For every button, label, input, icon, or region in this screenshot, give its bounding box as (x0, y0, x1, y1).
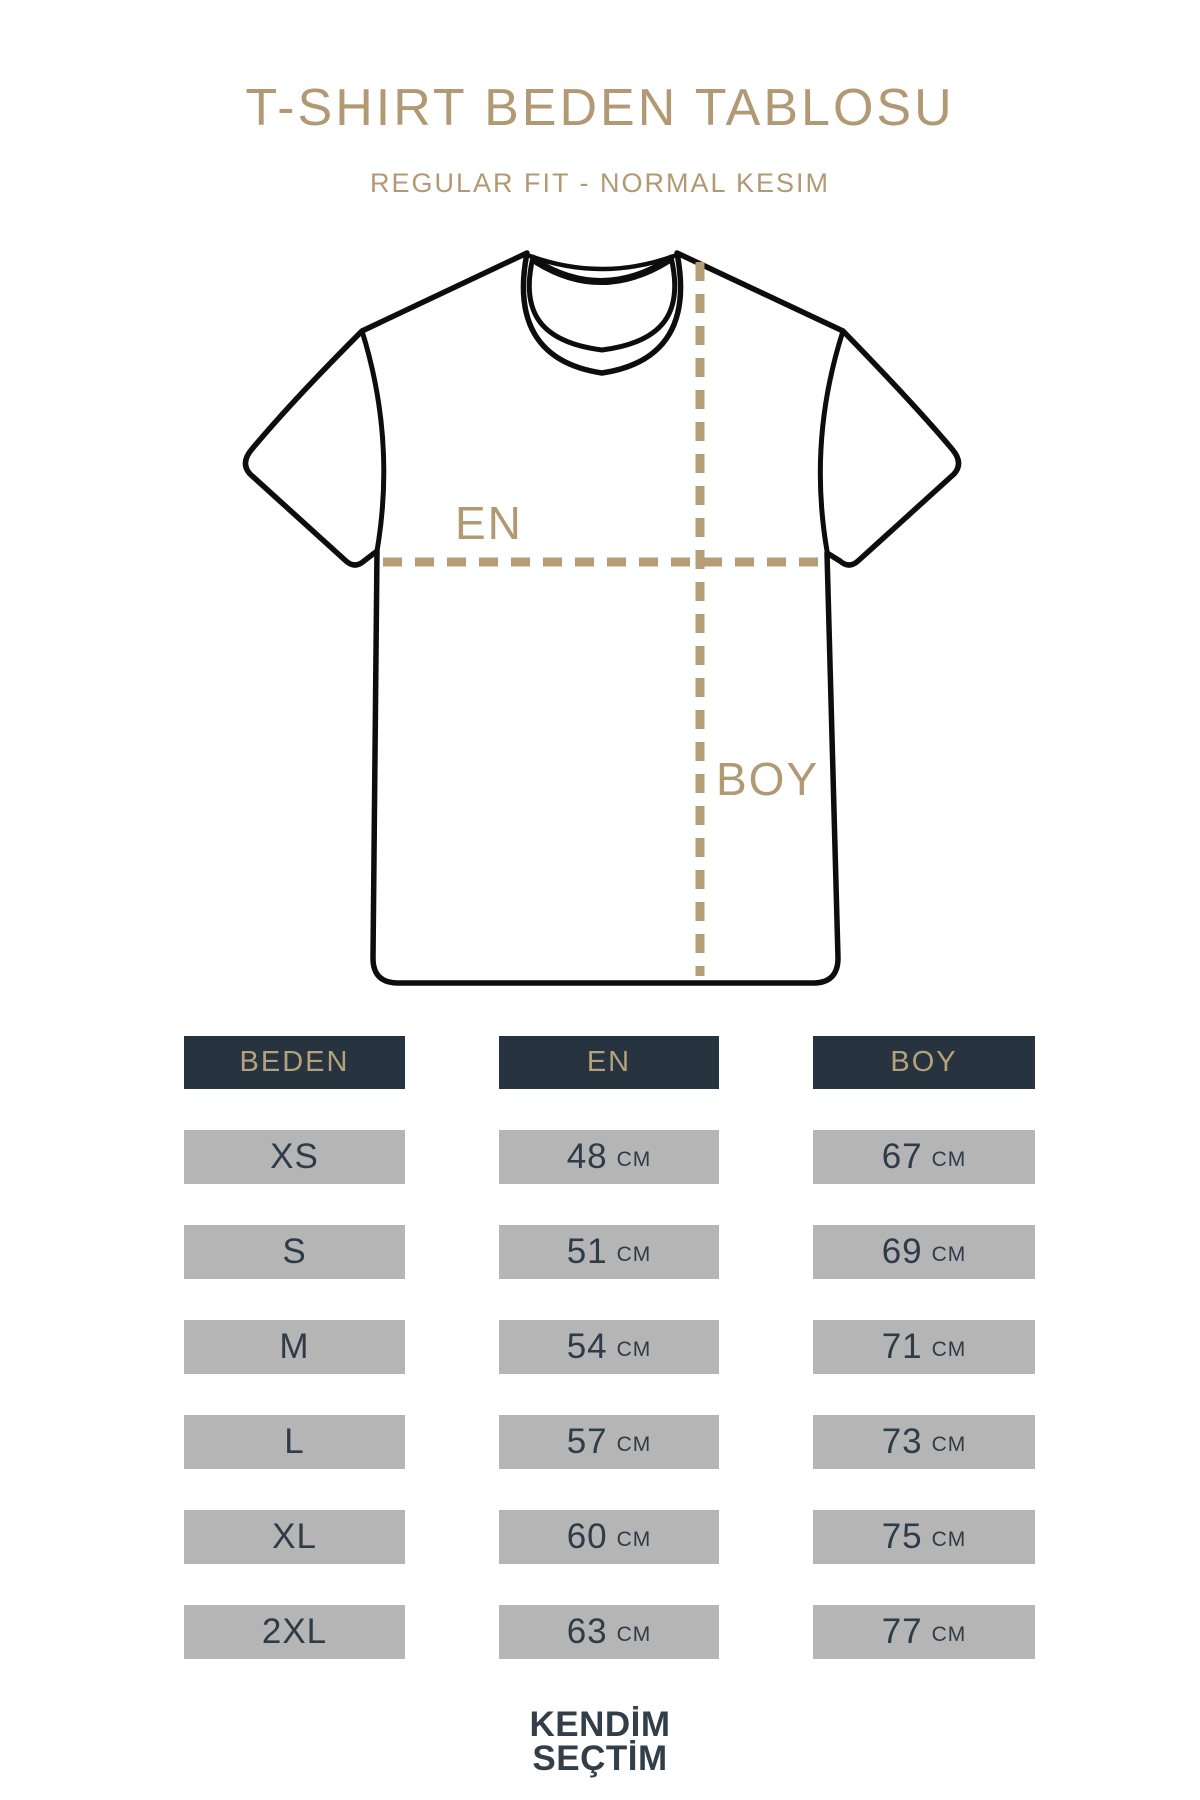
en-cell: 60 CM (499, 1510, 719, 1564)
page-title: T-SHIRT BEDEN TABLOSU (245, 79, 955, 137)
left-armhole-seam (359, 328, 387, 554)
en-cell: 63 CM (499, 1605, 719, 1659)
en-value: 63 (566, 1612, 608, 1651)
size-cell: XL (184, 1510, 405, 1564)
size-cell: 2XL (184, 1605, 405, 1659)
boy-value: 71 (881, 1327, 923, 1366)
size-cell: S (184, 1225, 405, 1279)
en-value: 51 (566, 1232, 608, 1271)
boy-value: 69 (881, 1232, 923, 1271)
en-cell: 51 CM (499, 1225, 719, 1279)
unit-label: CM (616, 1433, 652, 1456)
size-cell: XS (184, 1130, 405, 1184)
boy-value: 73 (881, 1422, 923, 1461)
unit-label: CM (616, 1338, 652, 1361)
brand-line-2: SEÇTİM (532, 1738, 668, 1778)
width-measure-label: EN (455, 497, 523, 549)
tshirt-outline (242, 250, 962, 986)
tshirt-diagram (242, 250, 962, 986)
unit-label: CM (931, 1148, 967, 1171)
boy-value: 75 (881, 1517, 923, 1556)
unit-label: CM (616, 1528, 652, 1551)
column-header-beden: BEDEN (184, 1036, 405, 1089)
brand-line-1: KENDİM (529, 1705, 671, 1744)
collar-inner-rib (526, 254, 678, 353)
boy-cell: 69 CM (813, 1225, 1035, 1279)
boy-value: 77 (881, 1612, 923, 1651)
boy-cell: 77 CM (813, 1605, 1035, 1659)
page-subtitle: REGULAR FIT - NORMAL KESIM (369, 168, 831, 198)
en-value: 54 (566, 1327, 608, 1366)
boy-cell: 71 CM (813, 1320, 1035, 1374)
brand-logo: KENDİM SEÇTİM (0, 1705, 1200, 1778)
boy-value: 67 (881, 1137, 923, 1176)
en-value: 60 (566, 1517, 608, 1556)
unit-label: CM (616, 1623, 652, 1646)
unit-label: CM (931, 1528, 967, 1551)
unit-label: CM (931, 1433, 967, 1456)
column-header-en: EN (499, 1036, 719, 1089)
unit-label: CM (931, 1243, 967, 1266)
en-cell: 54 CM (499, 1320, 719, 1374)
boy-cell: 75 CM (813, 1510, 1035, 1564)
size-table: BEDEN EN BOY XS 48 CM 67 CM S 51 CM 69 CM M … (184, 1036, 1035, 1659)
column-header-boy: BOY (813, 1036, 1035, 1089)
unit-label: CM (616, 1148, 652, 1171)
en-cell: 57 CM (499, 1415, 719, 1469)
size-cell: M (184, 1320, 405, 1374)
en-value: 48 (566, 1137, 608, 1176)
unit-label: CM (931, 1338, 967, 1361)
length-measure-label: BOY (716, 753, 820, 805)
unit-label: CM (616, 1243, 652, 1266)
collar-label-line (533, 256, 673, 285)
unit-label: CM (931, 1623, 967, 1646)
back-neck-line (527, 253, 677, 272)
right-armhole-seam (817, 328, 846, 554)
en-cell: 48 CM (499, 1130, 719, 1184)
boy-cell: 73 CM (813, 1415, 1035, 1469)
size-cell: L (184, 1415, 405, 1469)
en-value: 57 (566, 1422, 608, 1461)
boy-cell: 67 CM (813, 1130, 1035, 1184)
